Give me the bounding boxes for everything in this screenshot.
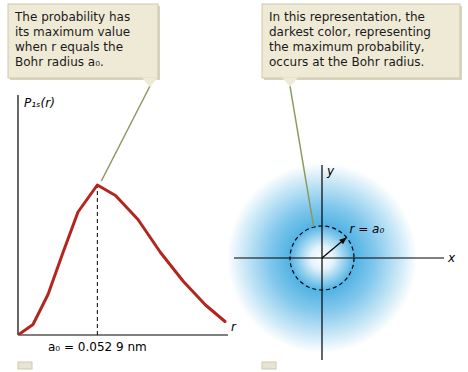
plot-area (18, 185, 225, 335)
callout-text: The probability has (14, 10, 130, 24)
density-y-label: y (326, 164, 335, 178)
callout-pointer (282, 78, 298, 88)
callout-box (8, 4, 158, 78)
y-axis (17, 95, 18, 335)
figure: P₁ₛ(r) r a₀ = 0.052 9 nm x y r = a₀ The probab… (0, 0, 468, 372)
radius-label: r = a₀ (350, 222, 385, 236)
leader-line (101, 86, 150, 181)
x-tick-label: a₀ = 0.052 9 nm (48, 340, 147, 354)
callout-text: the maximum probability, (269, 40, 425, 54)
callout-text: darkest color, representing (269, 25, 431, 39)
probability-curve (18, 185, 225, 335)
x-axis (18, 334, 228, 335)
callout-text: its maximum value (15, 25, 130, 39)
x-axis-label: r (231, 320, 237, 334)
callout-text: Bohr radius a₀. (15, 55, 104, 69)
bohr-circle (290, 226, 354, 290)
panel-marker (262, 362, 276, 369)
radius-arrow (322, 237, 347, 258)
y-axis-label: P₁ₛ(r) (24, 96, 55, 110)
panel-marker (18, 362, 32, 369)
callout-text: In this representation, the (269, 10, 425, 24)
callout-text: occurs at the Bohr radius. (269, 55, 424, 69)
leader-line (290, 86, 314, 227)
tick-guide (97, 185, 98, 335)
callout-pointer (142, 78, 158, 88)
density-x-axis (234, 257, 444, 258)
arrow-head (339, 237, 346, 244)
density-y-axis (321, 165, 322, 360)
density-x-label: x (447, 251, 456, 265)
callout-box (262, 4, 460, 78)
callout-text: when r equals the (15, 40, 123, 54)
